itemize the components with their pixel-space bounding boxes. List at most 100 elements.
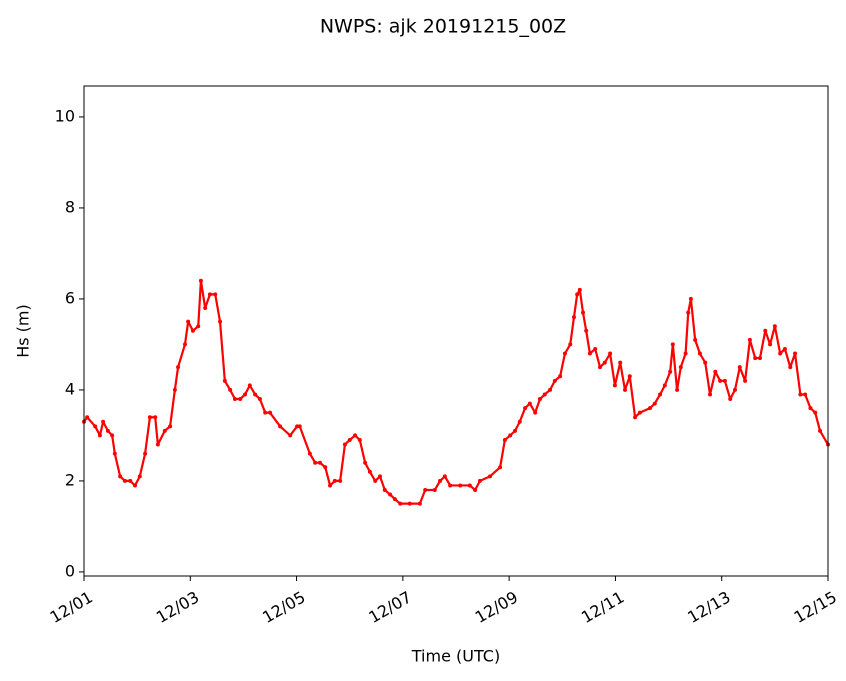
- data-point: [363, 460, 368, 465]
- data-point: [153, 415, 158, 420]
- data-point: [238, 397, 243, 402]
- data-point: [527, 401, 532, 406]
- data-point: [793, 351, 798, 356]
- data-point: [722, 378, 727, 383]
- data-point: [778, 351, 783, 356]
- data-point: [467, 483, 472, 488]
- data-point: [678, 365, 683, 370]
- data-point: [423, 488, 428, 493]
- y-axis-label: Hs (m): [14, 304, 33, 358]
- y-tick-label: 4: [65, 379, 75, 398]
- data-point: [733, 387, 737, 392]
- data-point: [608, 351, 613, 356]
- data-point: [552, 378, 557, 383]
- data-point: [697, 351, 702, 356]
- data-point: [808, 406, 813, 411]
- data-point: [537, 397, 542, 402]
- data-point: [378, 474, 383, 479]
- data-point: [417, 501, 422, 506]
- x-tick-label: 12/13: [684, 587, 733, 627]
- data-point: [818, 428, 823, 433]
- data-point: [542, 392, 547, 397]
- data-point: [97, 433, 102, 438]
- y-tick-label: 2: [65, 470, 75, 489]
- data-point: [618, 360, 623, 365]
- data-point: [196, 324, 201, 329]
- data-point: [247, 383, 252, 388]
- data-point: [357, 437, 362, 442]
- data-point: [432, 488, 437, 493]
- data-point: [218, 319, 223, 324]
- data-point: [112, 451, 117, 456]
- plot-frame: [83, 85, 829, 577]
- data-point: [523, 406, 528, 411]
- data-point: [398, 501, 403, 506]
- data-point: [577, 287, 582, 292]
- data-point: [458, 483, 463, 488]
- data-point: [268, 410, 272, 415]
- x-tick-label: 12/03: [153, 587, 202, 627]
- data-point: [517, 419, 522, 424]
- data-point: [257, 397, 262, 402]
- data-point: [232, 397, 237, 402]
- data-point: [562, 351, 567, 356]
- data-point: [367, 469, 372, 474]
- data-point: [602, 360, 607, 365]
- data-point: [253, 392, 258, 397]
- data-point: [186, 319, 191, 324]
- data-point: [647, 406, 652, 411]
- data-point: [703, 360, 708, 365]
- data-point: [263, 410, 268, 415]
- data-point: [338, 478, 343, 483]
- data-point: [213, 292, 218, 297]
- data-point: [772, 324, 777, 329]
- data-point: [105, 428, 110, 433]
- data-point: [176, 365, 181, 370]
- data-point: [575, 292, 580, 297]
- data-point: [313, 460, 318, 465]
- data-point: [448, 483, 453, 488]
- data-point: [182, 342, 187, 347]
- data-point: [147, 415, 152, 420]
- data-point: [798, 392, 803, 397]
- x-tick-label: 12/11: [578, 587, 627, 627]
- data-point: [198, 278, 203, 283]
- data-point: [571, 315, 576, 320]
- y-tick-label: 10: [55, 106, 75, 125]
- data-point: [101, 419, 106, 424]
- data-point: [737, 365, 742, 370]
- data-point: [118, 474, 123, 479]
- data-point: [288, 433, 293, 438]
- data-point: [143, 451, 148, 456]
- data-point: [593, 346, 598, 351]
- data-point: [584, 328, 589, 333]
- data-point: [788, 365, 793, 370]
- y-tick-label: 8: [65, 197, 75, 216]
- data-point: [627, 374, 632, 379]
- data-point: [332, 478, 337, 483]
- data-point: [652, 401, 657, 406]
- data-point: [207, 292, 212, 297]
- data-point: [763, 328, 768, 333]
- data-point: [442, 474, 447, 479]
- data-point: [278, 424, 283, 429]
- data-point: [85, 415, 90, 420]
- y-tick-label: 6: [65, 288, 75, 307]
- data-point: [438, 478, 443, 483]
- data-point: [622, 387, 627, 392]
- data-point: [670, 342, 675, 347]
- data-point: [587, 351, 592, 356]
- data-point: [548, 387, 553, 392]
- data-point: [110, 433, 115, 438]
- data-point: [203, 306, 208, 311]
- data-point: [473, 488, 478, 493]
- data-point: [342, 442, 347, 447]
- data-point: [243, 392, 248, 397]
- data-point: [477, 478, 482, 483]
- data-point: [222, 378, 227, 383]
- data-point: [155, 442, 160, 447]
- data-point: [228, 387, 233, 392]
- data-point: [172, 387, 177, 392]
- data-point: [512, 428, 517, 433]
